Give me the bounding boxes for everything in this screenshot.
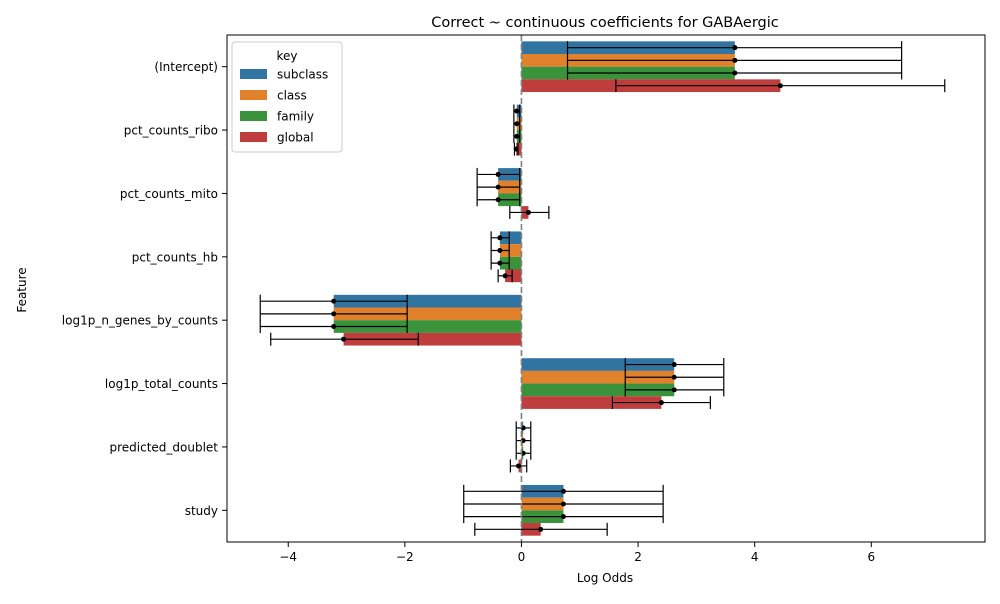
point-global-6 xyxy=(516,463,522,469)
legend-label-global: global xyxy=(277,131,314,145)
point-class-4 xyxy=(331,311,337,317)
legend-label-family: family xyxy=(277,110,314,124)
point-subclass-3 xyxy=(497,235,503,241)
legend-label-subclass: subclass xyxy=(277,68,328,82)
point-subclass-2 xyxy=(495,171,501,177)
point-class-3 xyxy=(497,247,503,253)
point-subclass-0 xyxy=(732,45,738,51)
legend-swatch-class xyxy=(240,90,267,100)
point-family-0 xyxy=(732,70,738,76)
x-axis-label: Log Odds xyxy=(577,571,633,585)
plot-frame xyxy=(226,34,986,543)
bar-global-3 xyxy=(505,269,522,283)
x-tick-label: −4 xyxy=(279,550,297,564)
y-tick-label: predicted_doublet xyxy=(109,440,218,454)
x-tick-label: 2 xyxy=(634,550,642,564)
bar-global-5 xyxy=(521,396,662,409)
x-tick-label: 4 xyxy=(751,550,759,564)
bar-family-3 xyxy=(499,256,522,270)
point-class-0 xyxy=(732,57,738,63)
x-tick-label: 0 xyxy=(518,550,526,564)
point-family-2 xyxy=(495,197,501,203)
point-global-4 xyxy=(341,336,347,342)
y-tick-label: pct_counts_mito xyxy=(120,187,218,201)
point-global-3 xyxy=(502,273,508,279)
x-tick-label: −2 xyxy=(396,550,414,564)
point-global-7 xyxy=(538,526,544,532)
point-family-3 xyxy=(497,260,503,266)
y-tick-label: log1p_total_counts xyxy=(105,377,218,391)
y-tick-label: study xyxy=(185,504,218,518)
point-subclass-4 xyxy=(331,298,337,304)
point-class-1 xyxy=(514,121,520,127)
point-family-1 xyxy=(514,133,520,139)
point-global-2 xyxy=(525,209,531,215)
bar-subclass-5 xyxy=(521,358,675,371)
legend-label-class: class xyxy=(277,89,307,103)
point-global-0 xyxy=(777,83,783,89)
point-family-7 xyxy=(560,514,566,520)
y-tick-label: pct_counts_hb xyxy=(132,250,218,264)
point-subclass-7 xyxy=(560,488,566,494)
x-tick-label: 6 xyxy=(867,550,875,564)
point-class-5 xyxy=(671,374,677,380)
y-tick-label: pct_counts_ribo xyxy=(124,124,218,138)
point-global-1 xyxy=(513,146,519,152)
point-global-5 xyxy=(658,400,664,406)
point-subclass-1 xyxy=(514,108,520,114)
bar-subclass-4 xyxy=(333,294,522,308)
point-family-4 xyxy=(331,324,337,330)
point-class-7 xyxy=(560,501,566,507)
legend-swatch-subclass xyxy=(240,69,267,79)
bar-subclass-3 xyxy=(499,231,522,245)
bar-family-4 xyxy=(333,320,522,333)
legend-swatch-family xyxy=(240,111,267,121)
bar-class-5 xyxy=(521,370,675,384)
legend-swatch-global xyxy=(240,132,267,142)
bar-global-4 xyxy=(343,332,522,346)
y-axis-label: Feature xyxy=(15,267,29,312)
chart-title: Correct ~ continuous coefficients for GA… xyxy=(431,15,779,31)
bar-global-1 xyxy=(516,142,522,156)
point-subclass-5 xyxy=(671,362,677,368)
bar-class-4 xyxy=(333,307,522,321)
y-tick-label: log1p_n_genes_by_counts xyxy=(62,314,218,328)
legend-title: key xyxy=(276,49,297,63)
point-class-2 xyxy=(495,184,501,190)
bar-class-3 xyxy=(499,244,522,257)
y-tick-label: (Intercept) xyxy=(154,60,218,74)
point-family-5 xyxy=(671,387,677,393)
bar-family-5 xyxy=(521,383,675,397)
